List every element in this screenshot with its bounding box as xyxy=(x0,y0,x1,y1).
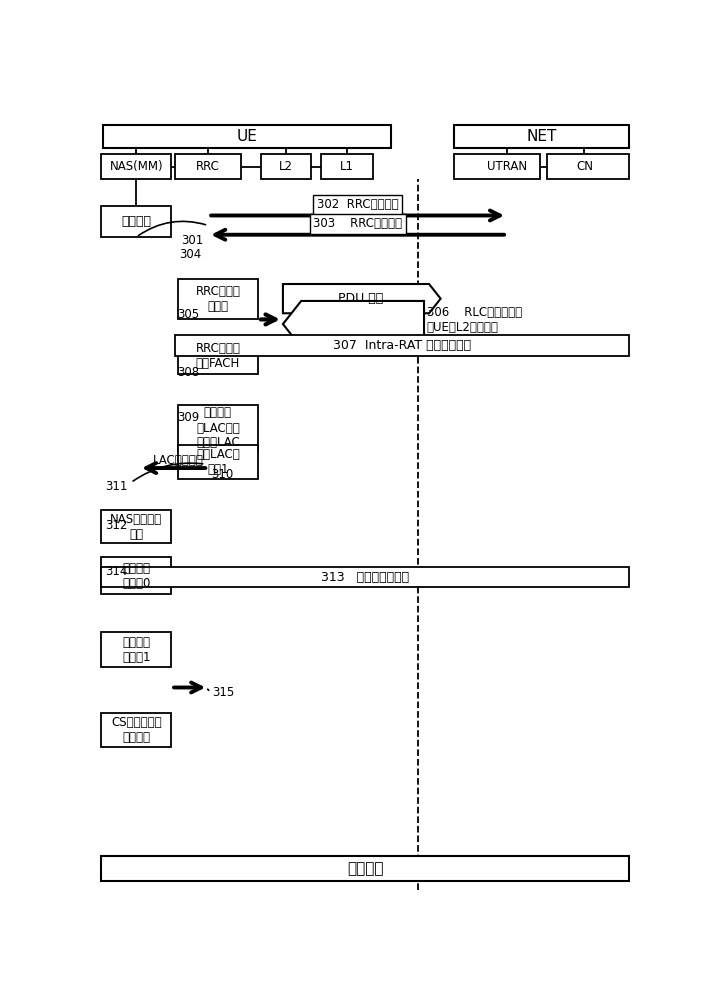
Text: 311: 311 xyxy=(105,480,127,493)
FancyBboxPatch shape xyxy=(101,567,629,587)
FancyBboxPatch shape xyxy=(101,154,171,179)
FancyBboxPatch shape xyxy=(103,125,391,148)
Text: UTRAN: UTRAN xyxy=(487,160,527,173)
Text: 304: 304 xyxy=(179,248,201,261)
FancyBboxPatch shape xyxy=(101,206,171,237)
Text: UE: UE xyxy=(236,129,257,144)
Text: NAS(MM): NAS(MM) xyxy=(109,160,163,173)
Text: 310: 310 xyxy=(211,468,233,481)
Text: CN: CN xyxy=(576,160,593,173)
FancyBboxPatch shape xyxy=(178,279,258,319)
FancyBboxPatch shape xyxy=(178,445,258,479)
Text: 313   位置区更新过程: 313 位置区更新过程 xyxy=(321,571,409,584)
Text: NET: NET xyxy=(526,129,557,144)
Polygon shape xyxy=(283,301,424,347)
Text: 发起通话: 发起通话 xyxy=(121,215,151,228)
FancyBboxPatch shape xyxy=(321,154,373,179)
Text: RRC连接建
立完成: RRC连接建 立完成 xyxy=(196,285,241,313)
FancyArrowPatch shape xyxy=(133,463,203,481)
FancyBboxPatch shape xyxy=(175,335,629,356)
FancyBboxPatch shape xyxy=(455,154,540,179)
FancyBboxPatch shape xyxy=(548,154,629,179)
Text: LAC中断指示: LAC中断指示 xyxy=(152,454,203,467)
Text: CS域业务请求
（重发）: CS域业务请求 （重发） xyxy=(111,716,161,744)
FancyBboxPatch shape xyxy=(101,856,629,881)
Text: RRC状态更
改为FACH: RRC状态更 改为FACH xyxy=(196,342,241,370)
Text: 设置LAC标
志为1: 设置LAC标 志为1 xyxy=(196,448,240,476)
Text: NAS状态回到
空闲: NAS状态回到 空闲 xyxy=(110,513,162,541)
Text: 314: 314 xyxy=(105,565,127,578)
FancyBboxPatch shape xyxy=(178,337,258,374)
Text: 305: 305 xyxy=(176,308,198,321)
Text: 306    RLC确认包（未
被UE的L2层收到）: 306 RLC确认包（未 被UE的L2层收到） xyxy=(427,306,522,334)
Text: 302  RRC连接请求: 302 RRC连接请求 xyxy=(317,198,398,211)
Text: L2: L2 xyxy=(278,160,293,173)
FancyBboxPatch shape xyxy=(175,154,241,179)
FancyBboxPatch shape xyxy=(178,405,258,451)
Text: 315: 315 xyxy=(213,686,235,699)
Text: PDU 传输: PDU 传输 xyxy=(338,292,383,305)
Text: 303    RRC连接建立: 303 RRC连接建立 xyxy=(313,217,402,230)
FancyBboxPatch shape xyxy=(101,632,171,667)
Text: 通话建立: 通话建立 xyxy=(347,861,383,876)
Text: 比较原小
区LAC和目
标小区LAC: 比较原小 区LAC和目 标小区LAC xyxy=(196,406,240,450)
FancyBboxPatch shape xyxy=(455,125,629,148)
FancyBboxPatch shape xyxy=(101,557,171,594)
FancyBboxPatch shape xyxy=(261,154,311,179)
Text: 309: 309 xyxy=(176,411,199,424)
Text: 301: 301 xyxy=(181,234,204,247)
Text: 312: 312 xyxy=(105,519,127,532)
FancyBboxPatch shape xyxy=(101,510,171,543)
Polygon shape xyxy=(283,284,441,313)
Text: L1: L1 xyxy=(340,160,353,173)
FancyArrowPatch shape xyxy=(139,221,206,235)
Text: 307  Intra-RAT 小区更新成功: 307 Intra-RAT 小区更新成功 xyxy=(333,339,471,352)
Text: 设置重发
标志为1: 设置重发 标志为1 xyxy=(122,636,151,664)
Text: RRC: RRC xyxy=(196,160,220,173)
Text: 设置重发
标志为0: 设置重发 标志为0 xyxy=(122,562,151,590)
FancyBboxPatch shape xyxy=(101,713,171,747)
Text: 308: 308 xyxy=(176,366,198,379)
